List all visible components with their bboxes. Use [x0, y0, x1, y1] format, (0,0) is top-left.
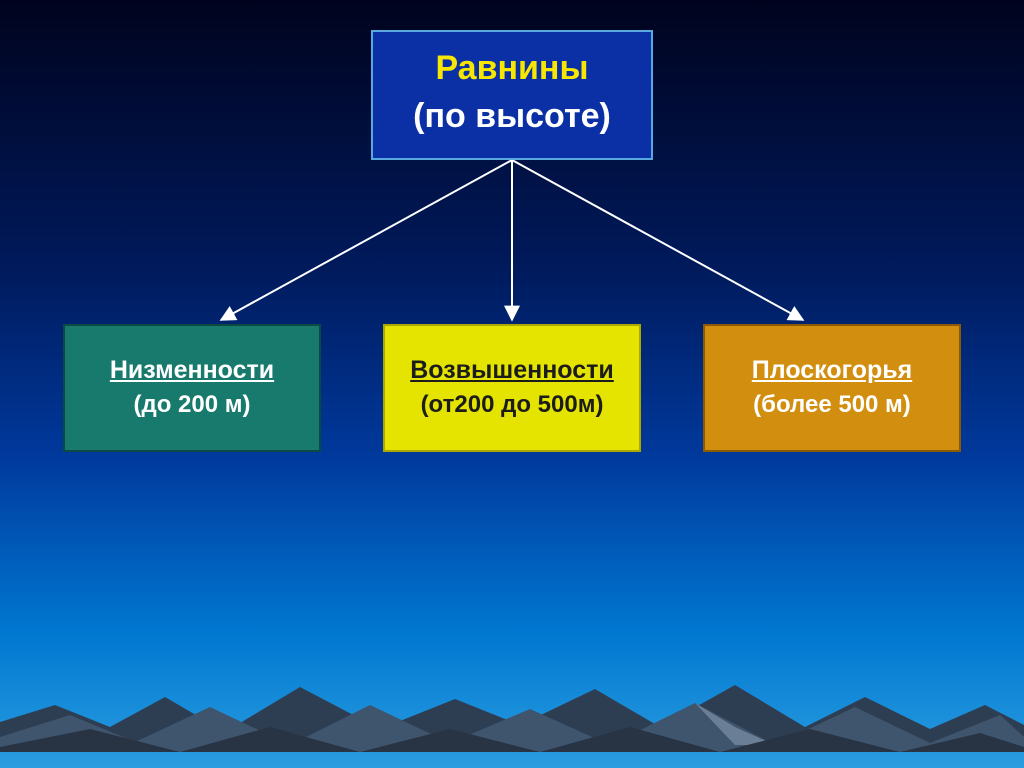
child-lowlands: Низменности (до 200 м): [63, 324, 321, 452]
edge-0: [221, 160, 512, 320]
child-plateaus: Плоскогорья (более 500 м): [703, 324, 961, 452]
connector-area: [0, 160, 1024, 330]
connector-svg: [0, 160, 1024, 330]
child-title: Плоскогорья: [752, 356, 912, 385]
edge-2: [512, 160, 803, 320]
child-title: Возвышенности: [410, 356, 614, 385]
root-title: Равнины: [413, 46, 611, 92]
child-subtitle: (до 200 м): [133, 391, 250, 419]
root-node: Равнины (по высоте): [371, 30, 653, 160]
mountain-silhouette: [0, 657, 1024, 752]
child-subtitle: (более 500 м): [753, 391, 911, 419]
diagram: Равнины (по высоте) Низменности (до 200 …: [0, 30, 1024, 452]
root-subtitle: (по высоте): [413, 94, 611, 140]
child-subtitle: (от200 до 500м): [421, 391, 604, 419]
child-uplands: Возвышенности (от200 до 500м): [383, 324, 641, 452]
children-row: Низменности (до 200 м) Возвышенности (от…: [0, 324, 1024, 452]
mountains-svg: [0, 657, 1024, 752]
child-title: Низменности: [110, 356, 274, 385]
